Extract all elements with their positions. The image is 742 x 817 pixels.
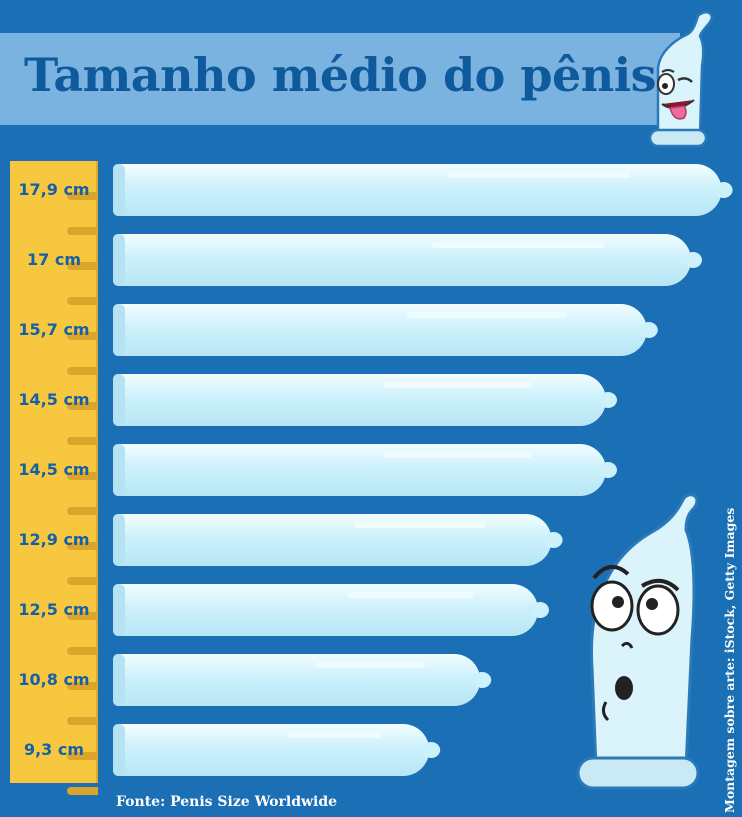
title-band (0, 33, 680, 125)
ruler-tick (67, 402, 98, 410)
value-label: 10,8 cm (18, 670, 90, 689)
value-label: 14,5 cm (18, 390, 90, 409)
ruler-tick (67, 682, 98, 690)
ruler-axis: 17,9 cm 17 cm 15,7 cm 14,5 cm 14,5 cm 12,9 cm… (10, 161, 98, 795)
ruler-tick (67, 787, 98, 795)
bar-china (113, 514, 563, 566)
bar-colômbia (113, 234, 702, 286)
ruler-tick (67, 437, 98, 445)
ruler-tick (67, 577, 98, 585)
bar-nepal (113, 724, 441, 776)
ruler-tick (67, 647, 98, 655)
value-label: 15,7 cm (18, 320, 90, 339)
page-title: Tamanho médio do pênis (24, 48, 657, 102)
winking-condom-mascot-icon (648, 11, 714, 148)
value-label: 12,5 cm (18, 600, 90, 619)
ruler-tick (67, 262, 98, 270)
bar-congo (113, 164, 733, 216)
ruler-tick (67, 752, 98, 760)
ruler-tick (67, 717, 98, 725)
surprised-condom-mascot-icon (576, 493, 700, 790)
bar-frança (113, 374, 617, 426)
ruler-tick (67, 507, 98, 515)
value-label: 12,9 cm (18, 530, 90, 549)
source-note: Fonte: Penis Size Worldwide (116, 794, 338, 810)
value-label: 17,9 cm (18, 180, 90, 199)
value-label: 9,3 cm (23, 740, 85, 759)
ruler-tick (67, 367, 98, 375)
ruler-tick (67, 542, 98, 550)
bar-estados-unidos (113, 444, 617, 496)
bar-itália (113, 584, 549, 636)
value-label: 17 cm (27, 250, 81, 269)
bar-coreia-do-sul (113, 654, 492, 706)
ruler-tick (67, 192, 98, 200)
value-label: 14,5 cm (18, 460, 90, 479)
image-credit: Montagem sobre arte: iStock, Getty Image… (722, 507, 737, 813)
ruler-tick (67, 227, 98, 235)
bar-brasil (113, 304, 658, 356)
ruler-tick (67, 297, 98, 305)
ruler-tick (67, 472, 98, 480)
ruler-tick (67, 612, 98, 620)
ruler-tick (67, 332, 98, 340)
